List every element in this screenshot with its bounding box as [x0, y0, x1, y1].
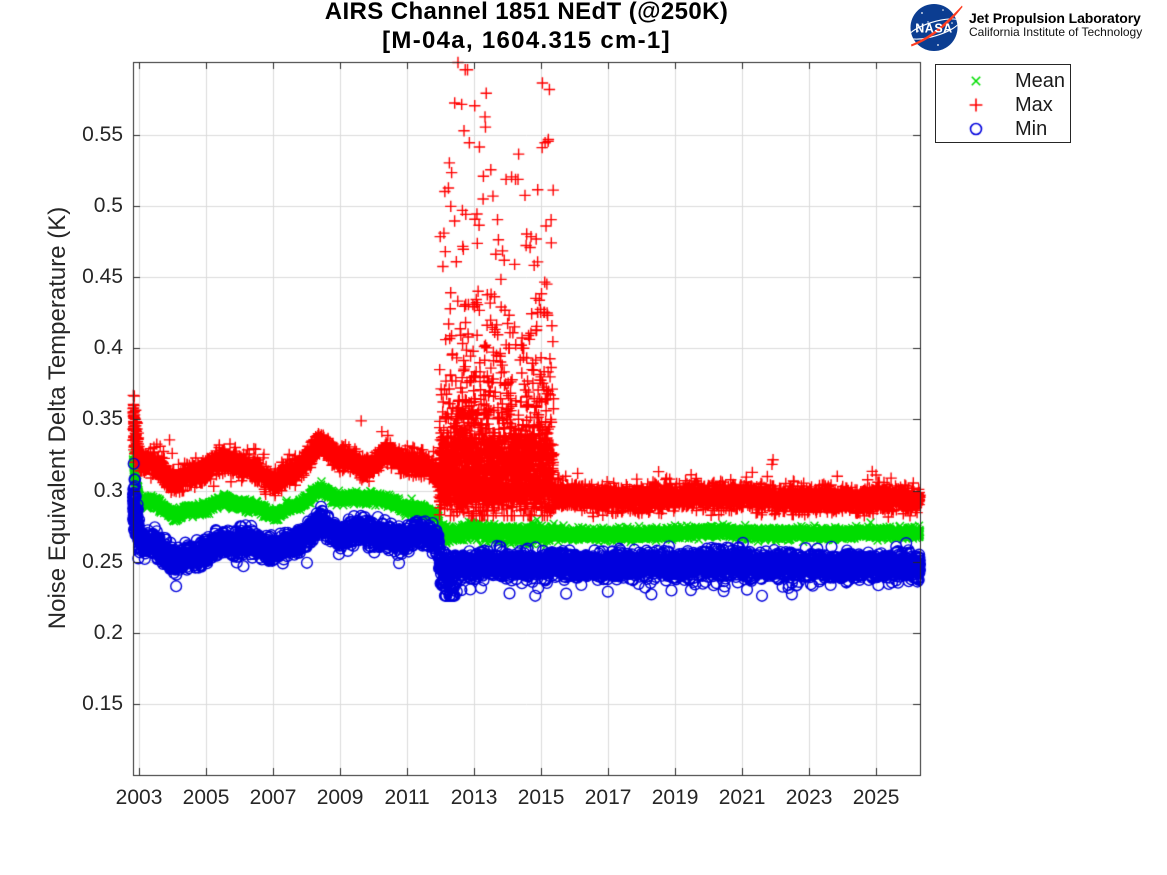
- x-tick-label: 2009: [316, 786, 364, 809]
- y-tick-label: 0.55: [82, 122, 123, 146]
- y-tick-label: 0.3: [93, 478, 123, 502]
- y-tick-label: 0.4: [93, 336, 123, 360]
- x-tick-label: 2017: [584, 786, 632, 809]
- y-tick-label: 0.45: [82, 265, 123, 289]
- legend-max-marker-icon: [936, 96, 1015, 114]
- legend-rows: Mean Max Min: [936, 65, 1070, 141]
- legend-entry-mean: Mean: [936, 69, 1070, 93]
- jpl-brand: NASA Jet Propulsion Laboratory Californi…: [908, 2, 1142, 54]
- x-tick-label: 2003: [115, 786, 163, 809]
- brand-text: Jet Propulsion Laboratory California Ins…: [969, 11, 1142, 39]
- y-tick-label: 0.25: [82, 549, 123, 573]
- y-tick-label: 0.2: [93, 620, 123, 644]
- brand-subtitle: California Institute of Technology: [969, 25, 1143, 39]
- x-tick-label: 2015: [517, 786, 565, 809]
- legend-entry-max: Max: [936, 93, 1070, 117]
- nasa-meatball-icon: NASA: [910, 4, 963, 51]
- chart-titles: AIRS Channel 1851 NEdT (@250K) [M-04a, 1…: [133, 0, 920, 55]
- legend-mean-label: Mean: [1015, 69, 1066, 92]
- y-tick-label: 0.35: [82, 407, 123, 431]
- y-tick-label: 0.5: [93, 194, 123, 218]
- x-tick-label: 2011: [384, 786, 430, 809]
- x-tick-label: 2019: [651, 786, 699, 809]
- x-tick-label: 2007: [249, 786, 297, 809]
- x-tick-label: 2013: [450, 786, 498, 809]
- x-tick-label: 2023: [785, 786, 833, 809]
- legend-entry-min: Min: [936, 117, 1070, 141]
- x-tick-label: 2025: [852, 786, 900, 809]
- chart-subtitle: [M-04a, 1604.315 cm-1]: [382, 27, 671, 54]
- legend-min-label: Min: [1015, 117, 1048, 140]
- legend: Mean Max Min: [935, 64, 1071, 143]
- legend-mean-marker-icon: [936, 72, 1015, 90]
- nasa-logo-text: NASA: [915, 22, 952, 36]
- legend-min-marker-icon: [936, 120, 1015, 138]
- chart-title: AIRS Channel 1851 NEdT (@250K): [324, 0, 729, 25]
- brand-name: Jet Propulsion Laboratory: [969, 10, 1141, 26]
- legend-max-label: Max: [1015, 93, 1053, 116]
- x-tick-label: 2021: [718, 786, 766, 809]
- x-tick-label: 2005: [182, 786, 230, 809]
- y-tick-label: 0.15: [82, 691, 123, 715]
